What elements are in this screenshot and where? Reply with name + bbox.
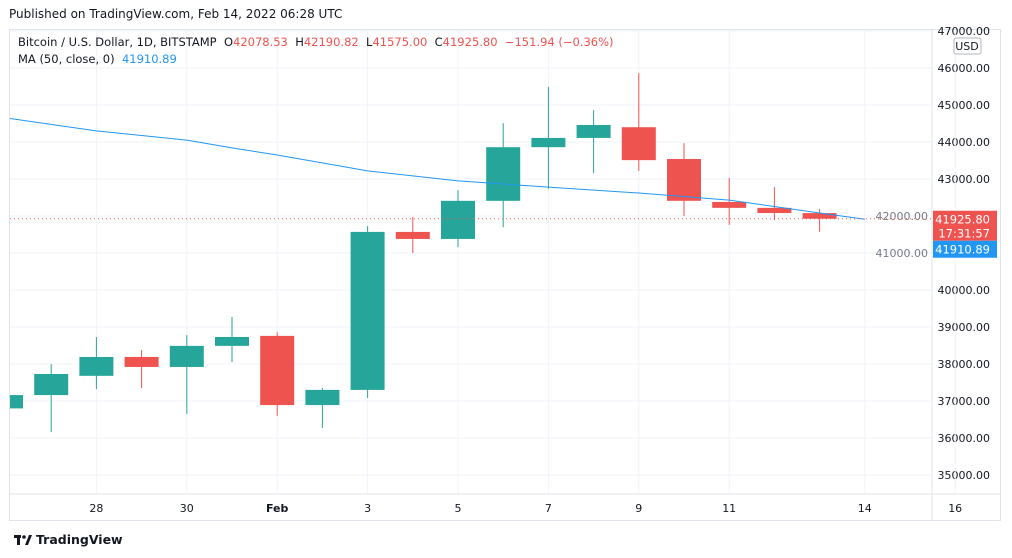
ma-legend: MA (50, close, 0) 41910.89 xyxy=(18,51,614,68)
brand-name: TradingView xyxy=(36,532,123,547)
y-tick-label: 46000.00 xyxy=(938,62,991,75)
low-label: L xyxy=(366,35,373,49)
x-tick-label: 7 xyxy=(545,502,552,515)
candle-body xyxy=(79,356,114,376)
symbol-legend: Bitcoin / U.S. Dollar, 1D, BITSTAMP O420… xyxy=(18,34,614,51)
candle-body xyxy=(305,389,340,406)
close-label: C xyxy=(434,35,443,49)
ma-label: MA (50, close, 0) xyxy=(18,52,115,66)
candle-body xyxy=(712,201,747,208)
candle-body xyxy=(757,207,792,214)
high-value: 42190.82 xyxy=(303,35,359,49)
y-tick-label: 43000.00 xyxy=(938,173,991,186)
y-tick-label: 39000.00 xyxy=(938,321,991,334)
x-tick-label: 5 xyxy=(455,502,462,515)
plot-area xyxy=(10,73,865,433)
y-tick-label: 37000.00 xyxy=(938,395,991,408)
y-tick-label: 45000.00 xyxy=(938,99,991,112)
last-price-label: 41925.80 xyxy=(935,213,990,227)
chart-frame xyxy=(9,29,1001,521)
candle-body xyxy=(350,231,385,390)
ma-price-label: 41910.89 xyxy=(935,243,990,257)
close-value: 41925.80 xyxy=(442,35,498,49)
candle-body xyxy=(10,395,23,409)
ma-price-badge xyxy=(933,240,997,258)
candle-body xyxy=(395,231,430,239)
candle-body xyxy=(169,345,204,367)
x-tick-label: 28 xyxy=(89,502,103,515)
candle-body xyxy=(802,213,837,219)
y-tick-label: 47000.00 xyxy=(938,25,991,38)
published-line: Published on TradingView.com, Feb 14, 20… xyxy=(9,7,343,21)
y-tick-label: 40000.00 xyxy=(938,284,991,297)
currency-badge xyxy=(953,37,982,55)
candle-body xyxy=(486,147,521,201)
x-tick-label: 16 xyxy=(948,502,962,515)
candle-body xyxy=(667,159,701,201)
candle-body xyxy=(124,356,159,367)
tradingview-logo-icon xyxy=(14,534,32,545)
candle-body xyxy=(215,336,249,346)
y-tick-label: 36000.00 xyxy=(938,432,991,445)
y-tick-label: 44000.00 xyxy=(938,136,991,149)
ma-value: 41910.89 xyxy=(121,52,177,66)
y-tick-label: 42000.00 xyxy=(876,210,929,223)
currency-label: USD xyxy=(955,40,979,53)
x-tick-label: 3 xyxy=(364,502,371,515)
y-tick-label: 35000.00 xyxy=(938,469,991,482)
candle-body xyxy=(441,200,475,239)
candle-body xyxy=(34,373,69,396)
x-tick-label: 14 xyxy=(858,502,872,515)
open-value: 42078.53 xyxy=(233,35,288,49)
high-label: H xyxy=(295,35,304,49)
x-tick-label: 11 xyxy=(722,502,736,515)
y-tick-label: 38000.00 xyxy=(938,358,991,371)
candle-body xyxy=(531,137,566,148)
tradingview-logo: TradingView xyxy=(14,532,123,547)
open-label: O xyxy=(223,35,233,49)
x-tick-label: Feb xyxy=(266,502,289,515)
countdown-label: 17:31:57 xyxy=(938,227,990,241)
candle-body xyxy=(621,127,656,161)
last-price-badge xyxy=(933,210,997,241)
ma50-line xyxy=(10,118,865,220)
candle-body xyxy=(260,335,295,406)
low-value: 41575.00 xyxy=(372,35,428,49)
y-tick-label: 41000.00 xyxy=(876,247,929,260)
symbol-name: Bitcoin / U.S. Dollar, 1D, BITSTAMP xyxy=(18,35,217,49)
chart-legend: Bitcoin / U.S. Dollar, 1D, BITSTAMP O420… xyxy=(18,34,614,68)
x-tick-label: 9 xyxy=(635,502,642,515)
change-value: −151.94 (−0.36%) xyxy=(504,35,614,49)
candle-body xyxy=(576,124,611,138)
x-tick-label: 30 xyxy=(180,502,194,515)
